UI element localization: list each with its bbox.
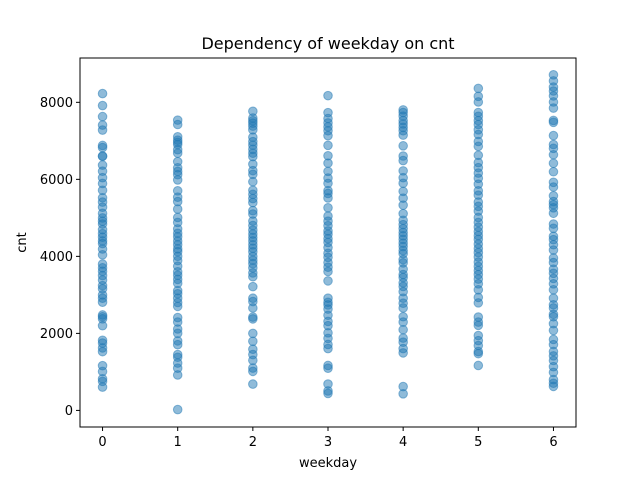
data-point (97, 320, 108, 331)
data-point (97, 100, 108, 111)
data-point (323, 130, 333, 141)
data-point (172, 339, 183, 350)
data-point (97, 346, 108, 357)
data-point (97, 88, 108, 99)
data-point (548, 381, 559, 392)
data-point (248, 379, 258, 389)
x-tick-label: 4 (399, 435, 407, 450)
data-point (172, 301, 183, 312)
points-layer (97, 70, 559, 415)
data-point (323, 193, 333, 203)
x-tick-label: 6 (549, 435, 557, 450)
y-tick-label: 4000 (40, 250, 73, 265)
data-point (323, 388, 333, 399)
data-point (398, 348, 408, 358)
data-point (172, 175, 183, 185)
data-point (323, 158, 333, 168)
data-point (97, 250, 108, 260)
chart-title: Dependency of weekday on cnt (201, 34, 454, 53)
x-tick-label: 0 (98, 435, 106, 450)
data-point (548, 166, 559, 177)
data-point (248, 328, 258, 339)
data-point (172, 148, 183, 158)
data-point (473, 97, 484, 107)
y-tick-label: 6000 (40, 173, 73, 188)
data-point (172, 119, 183, 130)
x-tick-label: 2 (249, 435, 257, 450)
data-point (398, 200, 408, 210)
data-point (97, 297, 108, 307)
data-point (473, 320, 484, 331)
data-point (248, 281, 258, 292)
data-point (548, 149, 559, 160)
data-point (172, 370, 183, 380)
data-point (548, 285, 559, 295)
data-point (473, 348, 484, 359)
data-point (473, 83, 484, 94)
data-point (548, 182, 559, 192)
data-point (248, 271, 258, 282)
data-point (323, 140, 333, 151)
data-point (248, 303, 258, 313)
data-point (97, 382, 108, 392)
y-axis: 0 2000 4000 6000 8000 (40, 96, 80, 419)
data-point (548, 103, 559, 113)
x-tick-label: 3 (324, 435, 332, 450)
data-point (323, 266, 333, 277)
data-point (97, 125, 108, 135)
data-point (248, 314, 258, 324)
y-tick-label: 8000 (40, 96, 73, 111)
y-tick-label: 0 (65, 404, 73, 419)
data-point (398, 155, 408, 166)
data-point (473, 141, 484, 152)
data-point (548, 117, 559, 128)
data-point (248, 336, 258, 347)
data-point (248, 197, 258, 208)
data-point (323, 276, 333, 286)
data-point (97, 142, 108, 153)
y-axis-label: cnt (15, 232, 30, 252)
data-point (248, 366, 258, 377)
data-point (548, 158, 559, 169)
data-point (548, 245, 559, 255)
data-point (248, 176, 258, 187)
data-point (473, 298, 484, 308)
data-point (548, 130, 559, 141)
data-point (172, 404, 183, 415)
data-point (172, 204, 183, 214)
data-point (398, 141, 408, 151)
data-point (323, 203, 333, 213)
data-point (548, 223, 559, 234)
data-point (398, 324, 408, 335)
data-point (97, 151, 108, 161)
data-point (323, 343, 333, 354)
data-point (548, 208, 559, 219)
data-point (398, 178, 408, 189)
y-tick-label: 2000 (40, 327, 73, 342)
data-point (398, 130, 408, 140)
data-point (323, 363, 333, 374)
data-point (398, 303, 408, 313)
x-axis-label: weekday (299, 456, 357, 471)
data-point (97, 111, 108, 122)
data-point (473, 360, 484, 371)
data-point (398, 389, 408, 399)
x-tick-label: 5 (474, 435, 482, 450)
x-axis: 0 1 2 3 4 5 6 (98, 427, 558, 450)
data-point (323, 90, 333, 101)
data-point (548, 325, 559, 336)
x-tick-label: 1 (174, 435, 182, 450)
